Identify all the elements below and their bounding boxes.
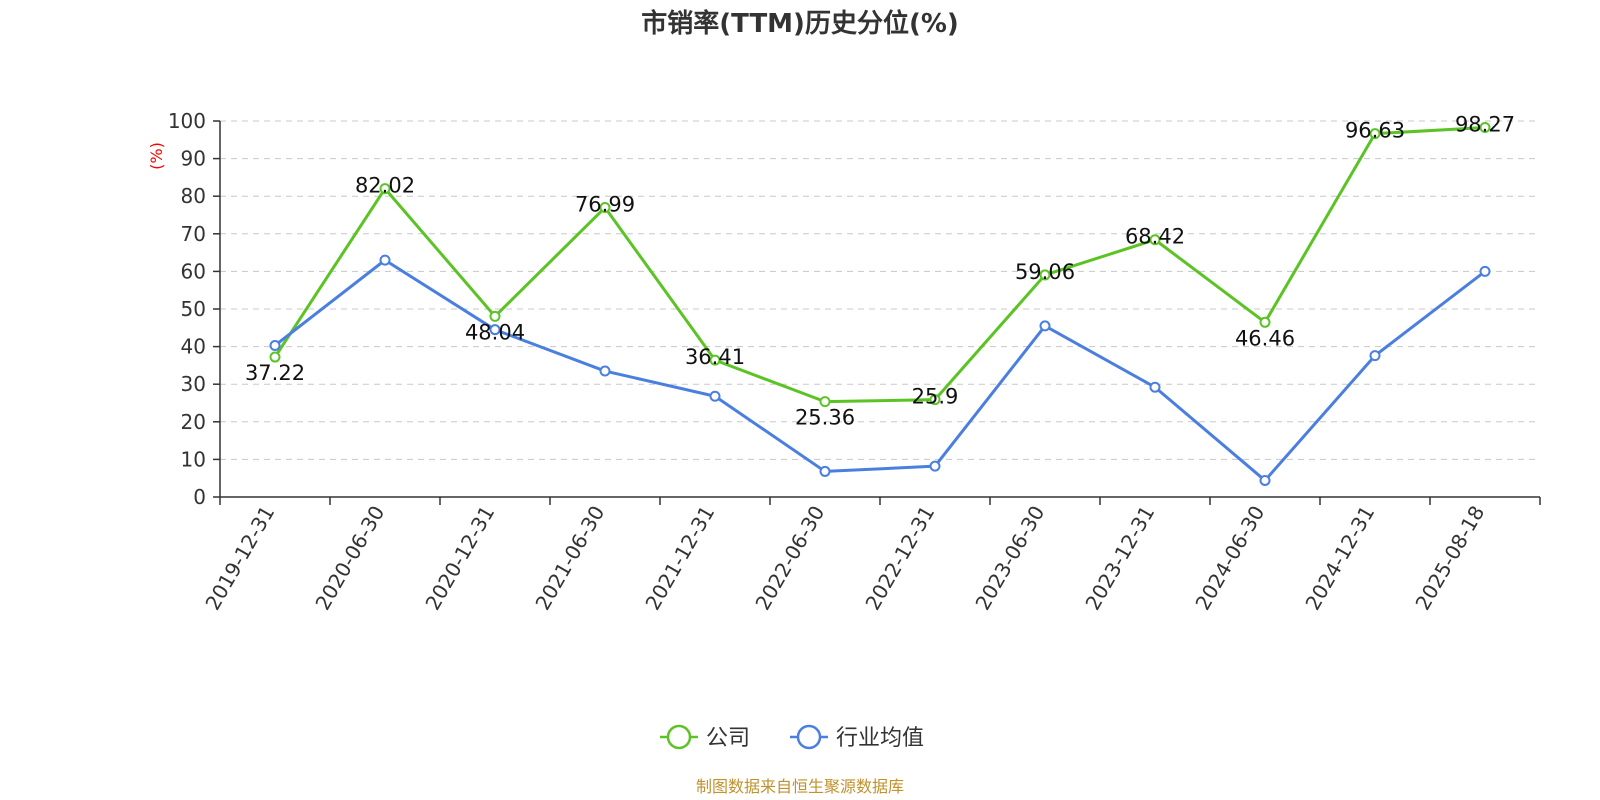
x-tick-label: 2020-12-31 <box>420 502 499 615</box>
data-point <box>1479 265 1491 277</box>
data-label: 25.36 <box>795 406 855 430</box>
source-note: 制图数据来自恒生聚源数据库 <box>696 777 904 796</box>
data-point <box>1039 269 1051 281</box>
y-tick-label: 70 <box>181 222 206 246</box>
data-point <box>599 202 611 214</box>
data-point <box>929 394 941 406</box>
chart-title: 市销率(TTM)历史分位(%) <box>641 8 959 39</box>
x-tick-label: 2022-06-30 <box>750 502 829 615</box>
y-tick-label: 100 <box>168 109 206 133</box>
data-point <box>819 465 831 477</box>
data-label: 96.63 <box>1345 119 1405 143</box>
legend-marker-1 <box>796 724 822 750</box>
data-point <box>709 390 721 402</box>
data-label: 76.99 <box>575 193 635 217</box>
y-tick-label: 20 <box>181 410 206 434</box>
y-tick-label: 30 <box>181 372 206 396</box>
series-line-0 <box>273 126 1486 404</box>
data-point <box>1259 316 1271 328</box>
y-tick-label: 60 <box>181 259 206 283</box>
data-point <box>489 310 501 322</box>
x-tick-label: 2021-06-30 <box>530 502 609 615</box>
y-tick-label: 0 <box>193 485 206 509</box>
data-label: 68.42 <box>1125 225 1185 249</box>
x-tick-label: 2024-06-30 <box>1190 502 1269 615</box>
x-tick-label: 2021-12-31 <box>640 502 719 615</box>
legend[interactable]: 公司 行业均值 <box>660 724 924 751</box>
data-label: 25.9 <box>912 385 959 409</box>
data-point <box>489 324 501 336</box>
data-label: 82.02 <box>355 174 415 198</box>
x-axis: 2019-12-31 2020-06-30 2020-12-31 2021-06-30… <box>200 496 1541 615</box>
x-tick-label: 2023-06-30 <box>970 502 1049 615</box>
series-layer <box>269 122 1491 486</box>
data-point <box>1149 381 1161 393</box>
y-tick-label: 40 <box>181 335 206 359</box>
y-axis-ticks: 0 10 20 30 40 50 60 70 80 90 100 <box>168 109 221 509</box>
data-point <box>1479 122 1491 134</box>
data-label: 98.27 <box>1455 113 1515 137</box>
x-tick-label: 2022-12-31 <box>860 502 939 615</box>
x-tick-label: 2025-08-18 <box>1410 502 1489 615</box>
y-tick-label: 10 <box>181 447 206 471</box>
x-tick-label: 2020-06-30 <box>310 502 389 615</box>
series-line-1 <box>274 258 1486 482</box>
data-point <box>269 339 281 351</box>
data-point <box>1259 474 1271 486</box>
data-point <box>269 351 281 363</box>
data-point <box>599 365 611 377</box>
data-label: 37.22 <box>245 361 305 385</box>
x-tick-label: 2019-12-31 <box>200 502 279 615</box>
data-label: 46.46 <box>1235 326 1295 350</box>
data-point <box>1369 128 1381 140</box>
legend-label-0: 公司 <box>706 726 750 751</box>
y-tick-label: 80 <box>181 184 206 208</box>
data-point <box>379 183 391 195</box>
data-labels: 37.22 82.02 48.04 76.99 36.41 25.36 25.9 59.06 6… <box>245 113 1515 430</box>
x-tick-label: 2024-12-31 <box>1300 502 1379 615</box>
y-tick-label: 90 <box>181 147 206 171</box>
data-point <box>709 354 721 366</box>
y-tick-label: 50 <box>181 297 206 321</box>
data-label: 36.41 <box>685 345 745 369</box>
legend-marker-0 <box>666 724 692 750</box>
grid-lines <box>220 120 1540 460</box>
data-point <box>929 460 941 472</box>
data-label: 48.04 <box>465 320 525 344</box>
y-axis-label: (%) <box>147 142 166 170</box>
data-point <box>1039 320 1051 332</box>
data-point <box>379 254 391 266</box>
x-tick-label: 2023-12-31 <box>1080 502 1159 615</box>
data-point <box>819 396 831 408</box>
data-label: 59.06 <box>1015 260 1075 284</box>
data-point <box>1149 234 1161 246</box>
legend-label-1: 行业均值 <box>836 726 924 751</box>
data-point <box>1369 350 1381 362</box>
